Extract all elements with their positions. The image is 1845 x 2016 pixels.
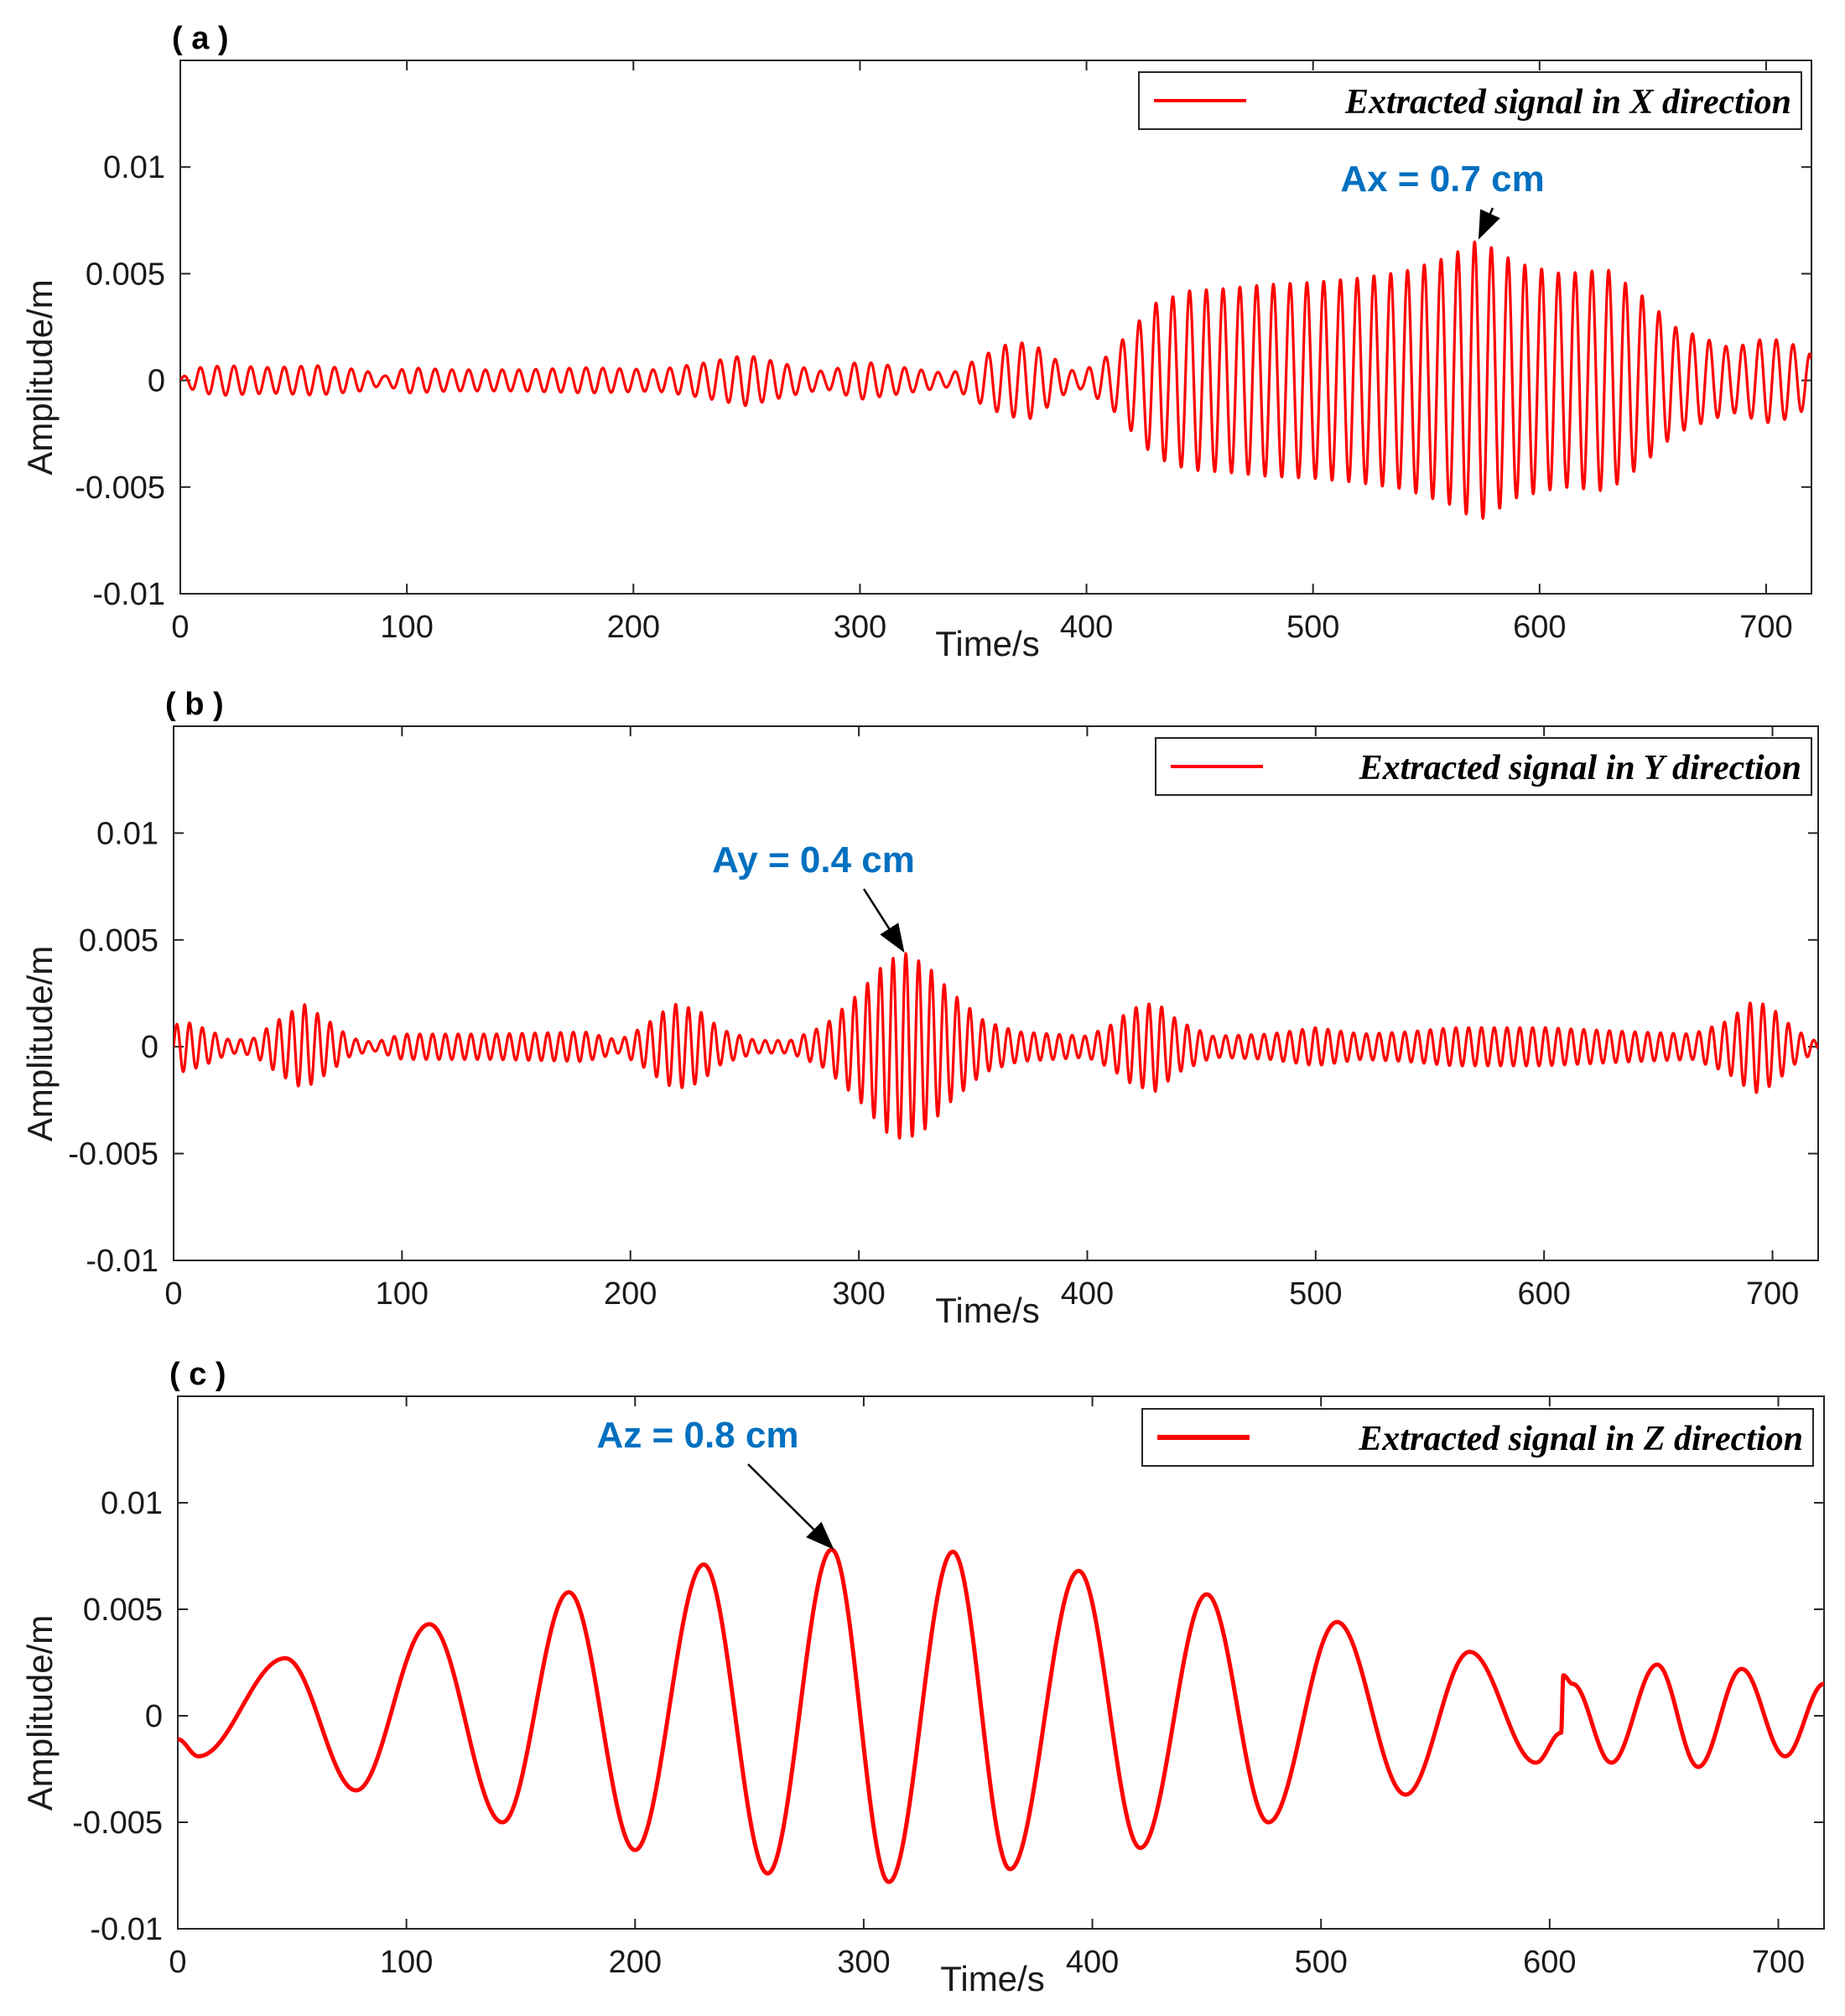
y-tick-label: 0 (145, 1699, 163, 1734)
legend: Extracted signal in Y direction (1155, 737, 1812, 796)
panel-b: 0 100 200 300 400 500 600 700 -0.01 -0.005 0 0.005 0… (20, 687, 1819, 1330)
legend-box (1138, 71, 1802, 130)
annotation-text: Ay = 0.4 cm (712, 839, 915, 881)
annotation-arrow-head (1478, 209, 1500, 240)
x-tick-label: 600 (1517, 1276, 1570, 1312)
x-tick-label: 100 (380, 1945, 433, 1980)
annotation-arrow-head (880, 922, 905, 953)
y-tick-label: 0.005 (86, 257, 165, 292)
series-line-a (180, 240, 1811, 520)
y-tick-label: 0 (141, 1030, 159, 1065)
x-tick-label: 0 (171, 610, 189, 645)
panel-label: ( b ) (165, 687, 224, 722)
x-tick-label: 200 (609, 1945, 662, 1980)
x-axis-label: Time/s (935, 624, 1039, 663)
annotation-text: Ax = 0.7 cm (1340, 158, 1544, 200)
x-tick-label: 700 (1739, 610, 1792, 645)
y-tick-label: -0.01 (90, 1912, 163, 1947)
annotation: Az = 0.8 cm (597, 1415, 834, 1550)
x-tick-label: 400 (1066, 1945, 1119, 1980)
x-tick-label: 700 (1752, 1945, 1805, 1980)
panel-label: ( c ) (169, 1357, 226, 1392)
annotation-arrow-line (862, 888, 891, 930)
x-tick-label: 600 (1523, 1945, 1576, 1980)
y-axis-label: Amplitude/m (20, 946, 60, 1141)
y-tick-label: -0.005 (75, 470, 165, 506)
y-tick-label: -0.01 (86, 1244, 159, 1279)
legend-label: Extracted signal in Y direction (1359, 749, 1801, 787)
legend-label: Extracted signal in Z direction (1358, 1420, 1803, 1458)
x-tick-label: 400 (1060, 610, 1113, 645)
y-tick-label: -0.005 (72, 1806, 163, 1841)
x-tick-label: 0 (164, 1276, 182, 1312)
y-tick-label: -0.01 (92, 577, 165, 612)
y-tick-label: 0.01 (96, 816, 159, 851)
y-tick-label: 0.005 (83, 1593, 163, 1628)
x-tick-label: 700 (1746, 1276, 1799, 1312)
y-axis-label: Amplitude/m (20, 1615, 60, 1811)
x-tick-label: 500 (1286, 610, 1339, 645)
x-tick-label: 600 (1513, 610, 1566, 645)
annotation-arrow-line (747, 1463, 815, 1530)
panel-a: 0 100 200 300 400 500 600 700 -0.01 -0.005 0 0.005 0… (20, 21, 1812, 663)
y-tick-label: 0.01 (103, 150, 165, 185)
x-axis-label: Time/s (935, 1291, 1039, 1330)
axes-box (173, 725, 1819, 1261)
y-tick-label: 0.01 (101, 1486, 163, 1521)
annotation-text: Az = 0.8 cm (597, 1415, 799, 1456)
panel-label: ( a ) (172, 21, 229, 56)
series-line-b (174, 952, 1818, 1140)
panel-c: 0 100 200 300 400 500 600 700 -0.01 -0.005 0 0.005 0… (20, 1357, 1825, 1998)
legend: Extracted signal in X direction (1138, 71, 1802, 130)
annotation-arrow-line (1489, 207, 1494, 215)
legend-label: Extracted signal in X direction (1344, 83, 1791, 122)
y-tick-label: 0.005 (79, 923, 159, 959)
x-tick-label: 300 (832, 1276, 885, 1312)
y-tick-label: -0.005 (68, 1137, 159, 1172)
series-line-c (178, 1547, 1824, 1884)
x-tick-label: 100 (376, 1276, 429, 1312)
x-tick-label: 100 (380, 610, 433, 645)
annotation: Ax = 0.7 cm (1340, 158, 1545, 240)
x-tick-label: 400 (1061, 1276, 1114, 1312)
x-tick-label: 200 (604, 1276, 657, 1312)
y-axis-label: Amplitude/m (20, 279, 60, 475)
annotation: Ay = 0.4 cm (712, 839, 915, 953)
y-tick-label: 0 (148, 364, 165, 399)
axes-box (179, 60, 1812, 595)
x-tick-label: 200 (607, 610, 660, 645)
x-axis-label: Time/s (940, 1959, 1044, 1998)
x-tick-label: 500 (1294, 1945, 1347, 1980)
legend-box (1141, 1408, 1814, 1467)
x-tick-label: 500 (1289, 1276, 1342, 1312)
annotation-arrow-head (806, 1521, 834, 1550)
x-tick-label: 300 (834, 610, 886, 645)
x-tick-label: 300 (837, 1945, 890, 1980)
x-tick-label: 0 (169, 1945, 186, 1980)
legend-box (1155, 737, 1812, 796)
legend: Extracted signal in Z direction (1141, 1408, 1814, 1467)
